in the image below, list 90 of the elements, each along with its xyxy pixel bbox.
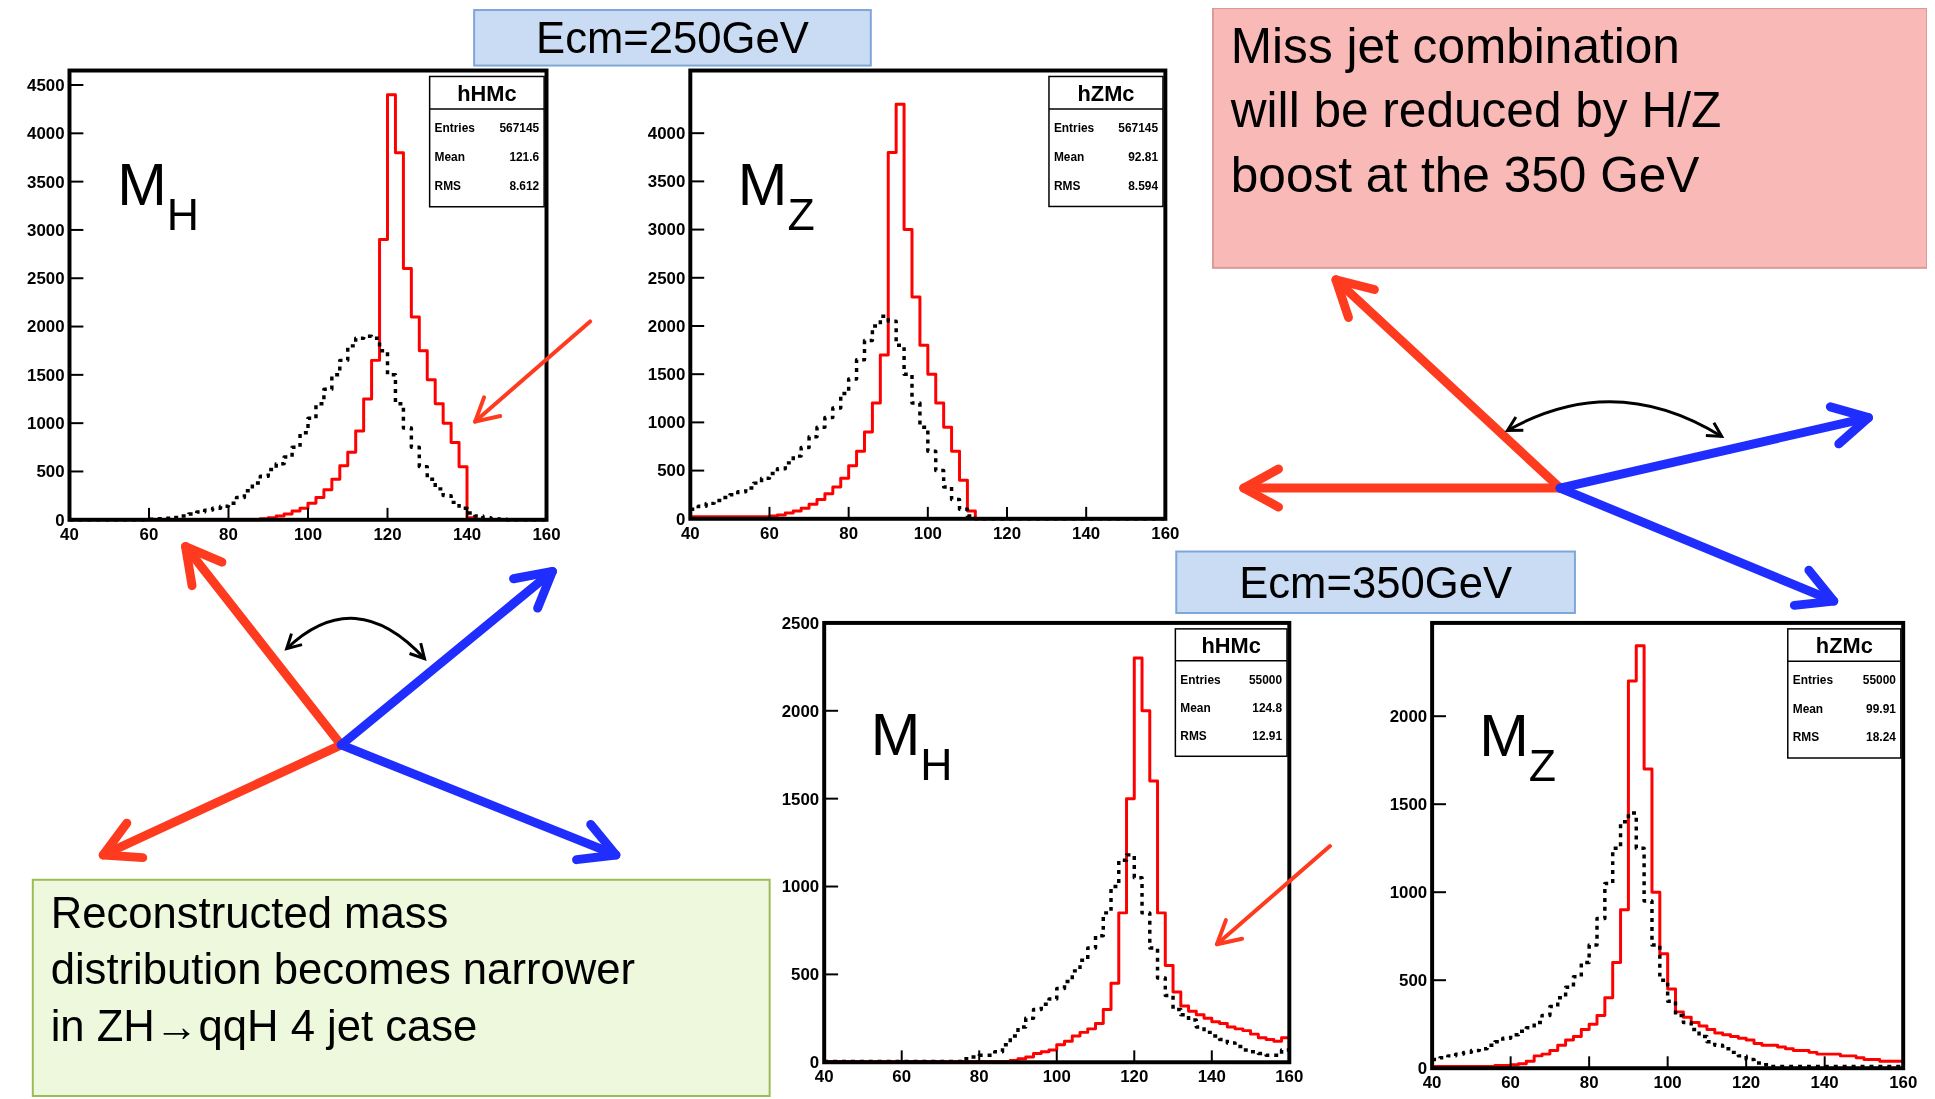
x-tick-label: 120 [1732,1073,1761,1093]
x-tick-label: 140 [1197,1067,1226,1087]
annotation: 8.612 [509,178,540,193]
x-tick-label: 160 [1275,1067,1304,1087]
x-tick-label: 60 [892,1067,912,1087]
y-tick-label: 1500 [647,365,686,385]
x-tick-label: 60 [139,524,159,544]
annotation: 18.24 [1866,730,1897,745]
annotation: M$_{H}$ [870,700,953,789]
x-tick-label: 160 [1151,523,1180,543]
annotation: 8.594 [1128,178,1159,193]
annotation: 99.91 [1866,701,1897,716]
y-tick-label: 0 [55,510,65,530]
text: Reconstructed mass distribution becomes narrower in ZH→qqH 4 jet case [50,888,635,1051]
y-tick-label: 500 [36,462,65,482]
annotation: RMS [1053,178,1081,193]
x-tick-label: 160 [1889,1073,1918,1093]
x-tick-label: 140 [1810,1073,1839,1093]
x-tick-label: 140 [1072,523,1101,543]
annotation: RMS [434,178,462,193]
text: Ecm=250GeV [536,14,809,63]
y-tick-label: 500 [657,461,686,481]
annotation: Mean [1180,700,1211,715]
annotation: 55000 [1248,672,1283,687]
y-tick-label: 3500 [27,172,65,192]
x-tick-label: 100 [1042,1067,1071,1087]
annotation: Mean [1792,701,1824,716]
x-tick-label: 100 [293,524,323,544]
x-tick-label: 120 [373,524,402,544]
annotation: RMS [1792,730,1820,745]
annotation: Entries [1053,121,1095,136]
annotation: hZMc [1815,633,1873,659]
text: Ecm=350GeV [1239,558,1512,607]
y-tick-label: 2000 [27,317,65,337]
annotation: M$_{Z}$ [1479,702,1557,790]
annotation: Mean [434,150,465,165]
x-tick-label: 100 [913,523,942,543]
annotation: hHMc [1201,633,1261,659]
x-tick-label: 40 [814,1067,834,1087]
annotation: 12.91 [1252,728,1283,743]
annotation: M$_{Z}$ [737,151,815,239]
x-tick-label: 140 [452,524,482,544]
y-tick-label: 1500 [781,789,820,809]
y-tick-label: 4000 [27,124,65,144]
y-tick-label: 1500 [27,365,65,385]
annotation: 92.81 [1128,149,1159,164]
annotation: hHMc [457,81,517,107]
y-tick-label: 1000 [781,877,820,897]
x-tick-label: 80 [839,523,859,543]
annotation: RMS [1180,728,1207,743]
y-tick-label: 1000 [1389,883,1428,903]
y-tick-label: 3500 [647,172,686,192]
x-tick-label: 100 [1653,1073,1682,1093]
y-tick-label: 4500 [27,75,65,95]
annotation: Entries [1180,672,1222,687]
annotation: 567145 [499,121,540,136]
annotation: hZMc [1077,81,1135,107]
x-tick-label: 80 [1579,1073,1599,1093]
x-tick-label: 80 [219,524,238,544]
y-tick-label: 500 [1399,971,1428,991]
y-tick-label: 2000 [781,701,820,721]
annotation: M$_{H}$ [117,151,199,239]
y-tick-label: 1000 [27,414,65,434]
y-tick-label: 0 [675,509,686,529]
x-tick-label: 40 [1422,1073,1442,1093]
y-tick-label: 4000 [647,124,686,144]
x-tick-label: 60 [760,523,779,543]
y-tick-label: 500 [791,965,820,985]
annotation: 55000 [1862,673,1897,688]
annotation: 124.8 [1252,700,1283,715]
annotation: Mean [1053,149,1085,164]
y-tick-label: 2500 [781,613,820,633]
annotation: 567145 [1118,121,1159,136]
x-tick-label: 120 [1120,1067,1149,1087]
y-tick-label: 1000 [647,413,686,433]
y-tick-label: 3000 [27,220,65,240]
y-tick-label: 2000 [647,316,686,336]
y-tick-label: 2500 [647,268,686,288]
y-tick-label: 3000 [647,220,686,240]
x-tick-label: 80 [969,1067,989,1087]
x-tick-label: 120 [992,523,1022,543]
y-tick-label: 1500 [1389,795,1428,815]
y-tick-label: 2500 [27,269,65,289]
annotation: Entries [434,121,476,136]
annotation: 121.6 [509,150,540,165]
text: Miss jet combination will be reduced by H/Z boost at the 350 GeV [1229,17,1722,203]
x-tick-label: 60 [1501,1073,1521,1093]
x-tick-label: 160 [532,524,561,544]
annotation: Entries [1792,673,1834,688]
y-tick-label: 2000 [1389,707,1428,727]
